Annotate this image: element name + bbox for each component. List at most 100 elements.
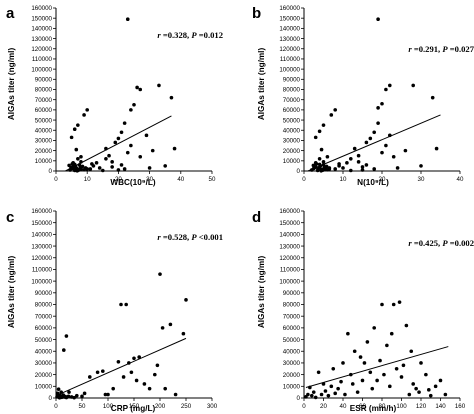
data-point	[82, 113, 86, 117]
r-value: =0.328,	[161, 30, 192, 40]
trend-line	[65, 115, 172, 172]
data-point	[158, 272, 162, 276]
data-point	[153, 372, 157, 377]
y-tick-label: 140000	[279, 26, 300, 33]
data-point	[336, 386, 340, 391]
trend-line	[307, 114, 441, 172]
data-point	[329, 384, 334, 389]
data-point	[376, 17, 380, 22]
data-point	[125, 17, 130, 22]
y-tick-label: 150000	[279, 220, 300, 227]
data-point	[352, 349, 357, 354]
data-point	[433, 384, 438, 389]
data-point	[169, 95, 174, 100]
data-point	[434, 146, 439, 151]
y-tick-label: 80000	[35, 302, 53, 309]
x-tick-label: 10	[84, 176, 91, 183]
data-point	[119, 302, 123, 307]
y-tick-label: 10000	[35, 384, 53, 391]
data-point	[313, 135, 318, 140]
data-point	[110, 160, 114, 164]
data-point	[316, 167, 320, 171]
y-tick-label: 50000	[283, 337, 301, 344]
p-symbol: P	[191, 232, 197, 242]
data-point	[341, 361, 345, 365]
data-point	[172, 146, 177, 151]
data-point	[67, 390, 71, 394]
p-value: <0.001	[197, 232, 223, 242]
data-point	[142, 382, 147, 386]
correlation-stat: r =0.291, P =0.027	[408, 44, 474, 54]
data-point	[384, 143, 388, 148]
p-value: =0.012	[197, 30, 223, 40]
data-point	[101, 168, 105, 173]
data-point	[116, 168, 121, 172]
y-tick-label: 0	[297, 168, 301, 175]
data-point	[364, 140, 369, 145]
x-tick-label: 300	[207, 403, 218, 410]
data-point	[362, 361, 367, 365]
data-point	[319, 168, 323, 173]
r-symbol: r	[157, 232, 161, 242]
data-point	[380, 101, 384, 106]
data-point	[64, 334, 69, 338]
x-tick-label: 150	[129, 403, 140, 410]
y-tick-label: 130000	[279, 243, 300, 250]
y-tick-label: 130000	[31, 36, 52, 43]
data-point	[343, 392, 347, 397]
y-tick-label: 70000	[35, 313, 53, 320]
y-tick-label: 20000	[283, 148, 301, 155]
data-point	[337, 162, 341, 166]
data-point	[110, 165, 114, 169]
y-tick-label: 40000	[35, 127, 53, 134]
data-point	[382, 372, 386, 377]
y-axis-title: AIGAs titer (ng/ml)	[257, 256, 266, 329]
y-tick-label: 160000	[31, 208, 52, 215]
y-tick-label: 80000	[35, 87, 53, 94]
x-tick-label: 40	[177, 176, 184, 183]
data-point	[427, 388, 431, 392]
y-tick-label: 20000	[35, 372, 53, 379]
p-symbol: P	[191, 30, 197, 40]
plot-area: 0 10000 20000 30000 40000 50000 60000 70000 8000…	[279, 208, 465, 410]
y-axis-title: AIGAs titer (ng/ml)	[257, 48, 266, 121]
data-point	[106, 392, 110, 397]
y-tick-label: 100000	[31, 278, 52, 285]
data-point	[333, 167, 338, 171]
data-point	[380, 150, 384, 155]
data-point	[76, 123, 80, 127]
data-point	[74, 147, 79, 152]
data-point	[75, 168, 80, 173]
p-value: =0.002	[448, 238, 474, 248]
data-point	[317, 129, 322, 134]
data-point	[358, 355, 363, 359]
data-point	[80, 394, 84, 399]
y-axis-title: AIGAs titer (ng/ml)	[7, 256, 16, 329]
data-point	[62, 348, 66, 352]
data-point	[331, 366, 336, 371]
y-tick-label: 120000	[279, 46, 300, 53]
data-point	[97, 166, 102, 170]
x-tick-label: 0	[302, 403, 306, 410]
data-point	[163, 386, 167, 391]
data-point	[76, 156, 80, 161]
data-point	[184, 298, 188, 302]
data-point	[321, 123, 326, 127]
data-point	[407, 392, 412, 397]
data-point	[311, 390, 316, 394]
data-point	[311, 163, 316, 168]
data-point	[424, 372, 428, 377]
x-tick-label: 30	[418, 176, 425, 183]
data-point	[394, 366, 399, 371]
data-point	[356, 153, 361, 158]
y-tick-label: 100000	[31, 66, 52, 73]
y-tick-label: 0	[297, 395, 301, 402]
y-tick-label: 50000	[283, 117, 301, 124]
data-point	[88, 167, 93, 171]
data-point	[397, 300, 402, 304]
correlation-stat: r =0.328, P =0.012	[157, 30, 223, 40]
data-point	[375, 378, 379, 383]
y-tick-label: 110000	[280, 267, 301, 274]
data-point	[355, 390, 360, 394]
data-point	[111, 386, 115, 391]
